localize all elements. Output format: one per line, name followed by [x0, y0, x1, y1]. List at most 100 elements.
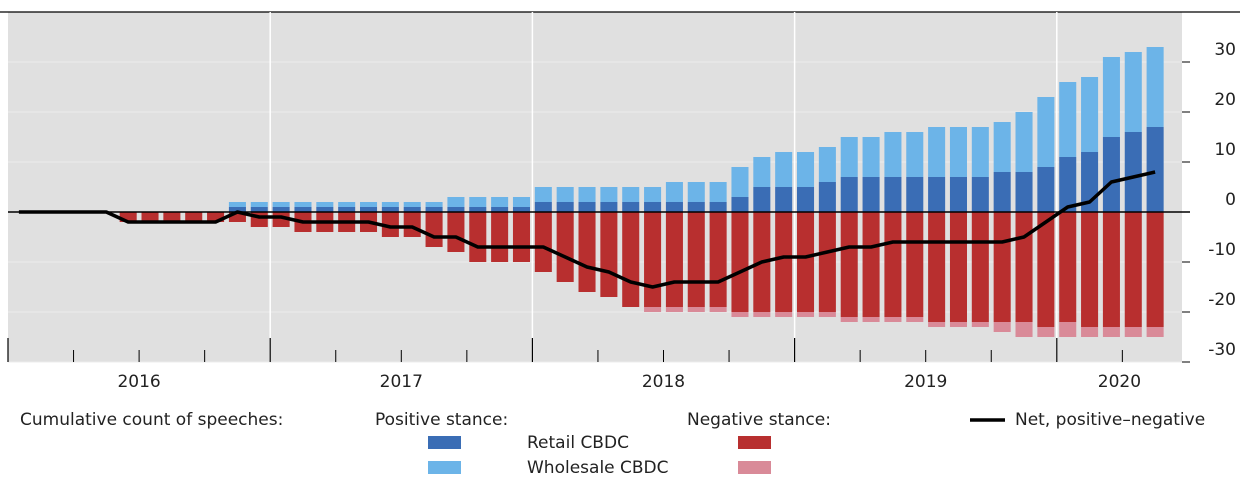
bar-segment — [797, 312, 815, 317]
bar-segment — [228, 202, 246, 207]
bar-segment — [709, 202, 727, 212]
bar-segment — [884, 212, 902, 317]
bar-segment — [1081, 327, 1099, 337]
bar-segment — [928, 127, 946, 177]
bar-segment — [687, 307, 705, 312]
bar-segment — [425, 212, 443, 247]
bar-segment — [1059, 322, 1077, 337]
bar-segment — [272, 207, 290, 212]
bar-segment — [971, 127, 989, 177]
bar-segment — [294, 207, 312, 212]
bar-segment — [534, 202, 552, 212]
bar-segment — [316, 207, 334, 212]
bar-segment — [971, 322, 989, 327]
y-tick-label: -10 — [1208, 240, 1236, 260]
bar-segment — [775, 312, 793, 317]
bar-segment — [906, 212, 924, 317]
plot-area — [0, 11, 1240, 363]
legend-label: Wholesale CBDC — [527, 458, 669, 478]
x-tick-label: 2020 — [1098, 372, 1141, 392]
bar-segment — [556, 187, 574, 202]
bar-segment — [840, 212, 858, 317]
legend-group: Negative stance: — [687, 410, 831, 430]
bar-segment — [1124, 327, 1142, 337]
bar-segment — [578, 202, 596, 212]
bar-segment — [1124, 52, 1142, 132]
bar-segment — [709, 212, 727, 307]
bar-segment — [906, 317, 924, 322]
bar-segment — [491, 212, 509, 262]
bar-segment — [141, 212, 159, 222]
bar-segment — [447, 207, 465, 212]
legend-swatch — [738, 461, 771, 474]
legend-label: Net, positive–negative — [1015, 410, 1205, 430]
bar-segment — [687, 202, 705, 212]
bar-segment — [469, 207, 487, 212]
legend-label: Retail CBDC — [527, 433, 629, 453]
bar-segment — [534, 187, 552, 202]
legend: Cumulative count of speeches: Positive s… — [20, 410, 1205, 478]
bar-segment — [644, 202, 662, 212]
bar-segment — [294, 202, 312, 207]
bar-segment — [381, 212, 399, 237]
bar-segment — [709, 307, 727, 312]
bar-segment — [731, 212, 749, 312]
bar-segment — [884, 177, 902, 212]
bar-segment — [512, 212, 530, 262]
bar-segment — [316, 202, 334, 207]
bar-segment — [753, 312, 771, 317]
bar-segment — [403, 212, 421, 237]
bar-segment — [250, 202, 268, 207]
bar-segment — [534, 212, 552, 272]
bar-segment — [556, 212, 574, 282]
bar-segment — [775, 212, 793, 312]
bar-segment — [1124, 212, 1142, 327]
x-tick-label: 2017 — [380, 372, 423, 392]
bar-segment — [906, 132, 924, 177]
bar-segment — [512, 197, 530, 207]
bar-segment — [1015, 112, 1033, 172]
bar-segment — [1059, 82, 1077, 157]
bar-segment — [928, 212, 946, 322]
bar-segment — [1102, 137, 1120, 212]
bar-segment — [665, 212, 683, 307]
bar-segment — [775, 152, 793, 187]
bar-segment — [1102, 327, 1120, 337]
bar-segment — [906, 177, 924, 212]
bar-segment — [709, 182, 727, 202]
bar-segment — [993, 212, 1011, 322]
bar-segment — [665, 182, 683, 202]
y-tick-label: 0 — [1225, 190, 1236, 210]
bar-segment — [600, 202, 618, 212]
legend-title: Cumulative count of speeches: — [20, 410, 283, 430]
bar-segment — [949, 177, 967, 212]
bar-segment — [338, 207, 356, 212]
bar-segment — [1015, 322, 1033, 337]
bar-segment — [971, 212, 989, 322]
bar-segment — [185, 212, 203, 222]
bar-segment — [1037, 167, 1055, 212]
bar-segment — [1037, 97, 1055, 167]
y-tick-label: 10 — [1214, 140, 1236, 160]
bar-segment — [993, 122, 1011, 172]
bar-segment — [1015, 212, 1033, 322]
bar-segment — [731, 312, 749, 317]
bar-segment — [228, 207, 246, 212]
bar-segment — [1037, 327, 1055, 337]
bar-segment — [753, 187, 771, 212]
bar-segment — [928, 322, 946, 327]
bar-segment — [1059, 157, 1077, 212]
bar-segment — [1146, 47, 1164, 127]
x-tick-label: 2018 — [642, 372, 685, 392]
bar-segment — [1081, 77, 1099, 152]
bar-segment — [491, 197, 509, 207]
bar-segment — [600, 212, 618, 297]
net-line — [18, 170, 1156, 289]
bar-segment — [665, 307, 683, 312]
bar-segment — [818, 147, 836, 182]
bar-segment — [425, 202, 443, 207]
bar-segment — [228, 212, 246, 222]
bar-segment — [381, 207, 399, 212]
